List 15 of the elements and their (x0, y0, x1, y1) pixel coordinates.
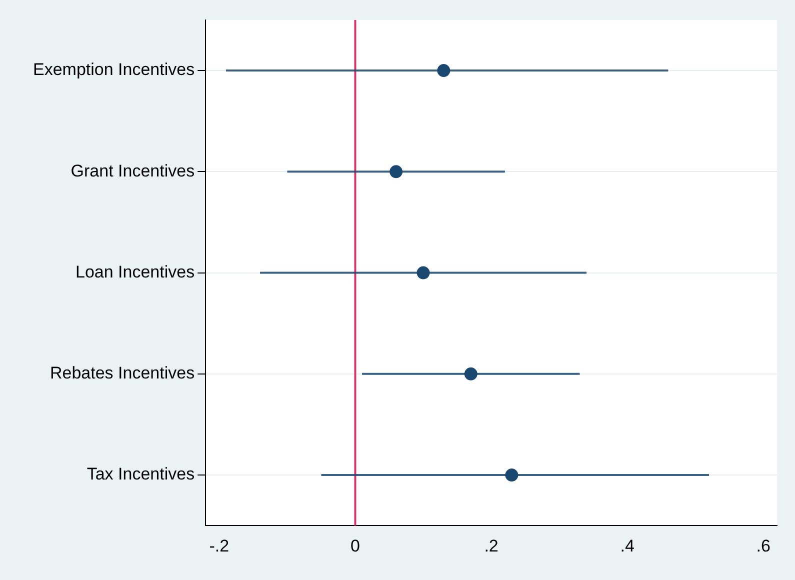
point (416, 266, 430, 280)
point (505, 468, 518, 482)
x-tick-label: 0 (350, 536, 360, 556)
y-tick-label: Loan Incentives (75, 262, 195, 282)
x-tick-label: .6 (756, 536, 770, 556)
y-tick-label: Rebates Incentives (50, 364, 195, 383)
y-tick-label: Grant Incentives (70, 161, 195, 180)
x-tick-label: .4 (620, 536, 634, 556)
point (464, 367, 478, 380)
y-tick-label: Tax Incentives (86, 464, 195, 484)
point (390, 165, 403, 178)
point (437, 64, 450, 78)
y-tick-label: Exemption Incentives (32, 60, 195, 80)
x-tick-label: -.2 (209, 536, 230, 556)
x-tick-label: .2 (484, 536, 498, 556)
